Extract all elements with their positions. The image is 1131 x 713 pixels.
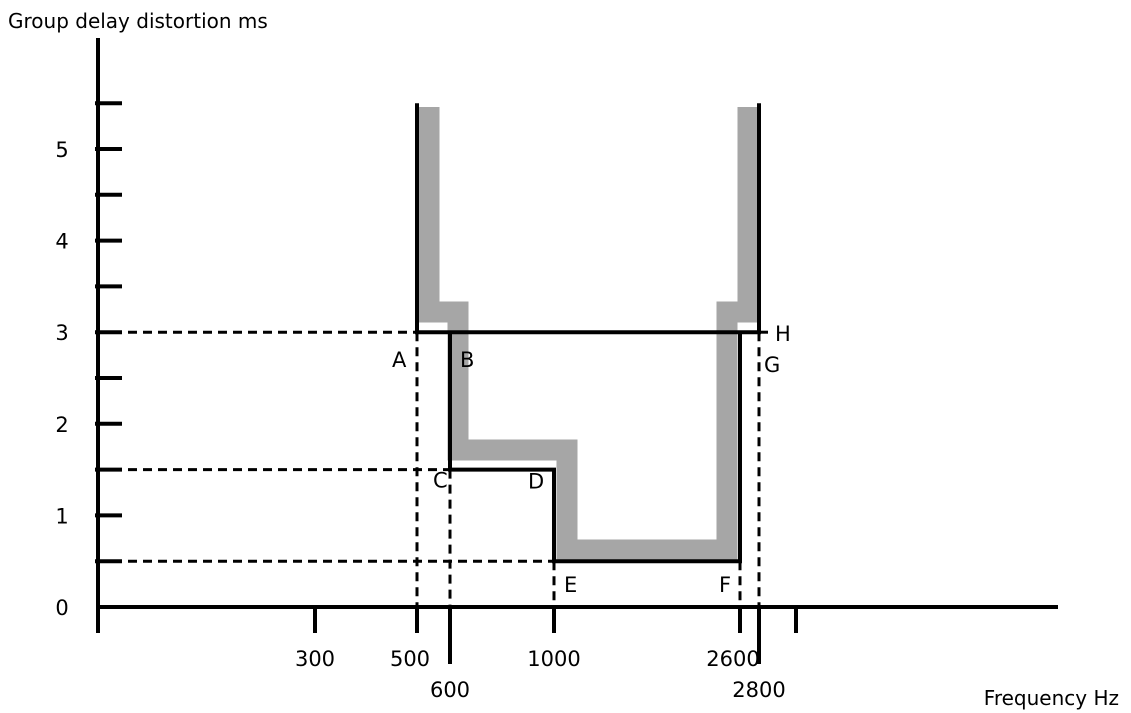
series-layer — [415, 103, 761, 564]
point-label-f: F — [719, 573, 731, 597]
series-line-2 — [448, 332, 742, 564]
x-tick-label-1000: 1000 — [527, 647, 580, 671]
y-axis-title: Group delay distortion ms — [8, 9, 268, 33]
point-label-h: H — [775, 322, 791, 346]
x-axis-title: Frequency Hz — [984, 686, 1119, 710]
series-line-1 — [415, 103, 761, 335]
y-tick-label-3: 3 — [55, 321, 68, 345]
axes-layer — [95, 38, 1058, 664]
x-tick-label-300: 300 — [295, 647, 335, 671]
y-tick-label-0: 0 — [55, 596, 68, 620]
tolerance-band-layer — [418, 107, 759, 561]
point-label-d: D — [528, 470, 544, 494]
point-label-g: G — [764, 353, 780, 377]
x-tick-label-2600: 2600 — [706, 647, 759, 671]
y-tick-label-4: 4 — [55, 230, 68, 254]
point-label-a: A — [392, 348, 407, 372]
y-tick-label-2: 2 — [55, 413, 68, 437]
reference-lines-layer — [98, 330, 769, 607]
x-tick-label-2800: 2800 — [732, 678, 785, 702]
point-label-c: C — [433, 469, 448, 493]
point-label-e: E — [564, 573, 577, 597]
y-tick-label-5: 5 — [55, 138, 68, 162]
x-tick-label-500: 500 — [390, 647, 430, 671]
point-label-b: B — [460, 348, 474, 372]
y-tick-label-1: 1 — [55, 504, 68, 528]
x-tick-label-600: 600 — [430, 678, 470, 702]
tolerance-band — [418, 107, 759, 561]
